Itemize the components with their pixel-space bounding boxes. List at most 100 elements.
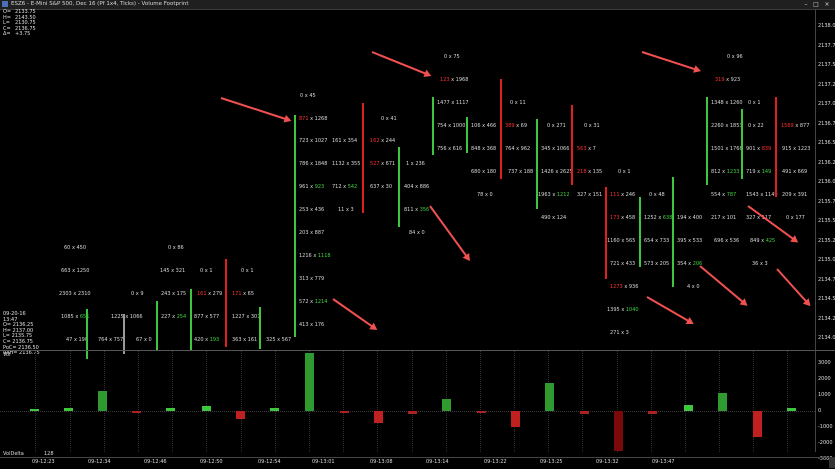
price-panel[interactable]: 60 x 450 0 x 86 663 x 1250 145 x 321 0 x 1 0 … — [0, 9, 815, 359]
footprint-bar — [225, 259, 227, 347]
footprint-value: 111 — [610, 192, 620, 198]
maximize-button[interactable]: □ — [813, 1, 819, 8]
footprint-value: x 458 — [619, 215, 636, 221]
ohlc-row: C= 2136.75 — [3, 25, 36, 33]
annotation-arrow — [429, 205, 470, 260]
footprint-cell: 171 x 65 — [232, 291, 254, 297]
annotation-arrow — [747, 205, 798, 243]
footprint-cell: 721 x 433 — [610, 261, 636, 267]
footprint-bar — [259, 307, 261, 349]
footprint-cell: 491 x 669 — [782, 169, 808, 175]
time-axis[interactable]: 09-12:23 09-12:34 09-12:46 09-12:50 09-12:54… — [0, 457, 835, 469]
volume-panel[interactable] — [0, 350, 815, 452]
footprint-value: 193 — [209, 337, 220, 343]
footprint-cell: 1501 x 1768 — [711, 146, 743, 152]
price-tick-label: 2135.00 — [818, 257, 835, 263]
footprint-cell: 0 x 9 — [131, 291, 144, 297]
footprint-cell: 389 x 69 — [505, 123, 527, 129]
footprint-cell: 162 x 244 — [370, 138, 395, 144]
footprint-value: 389 — [505, 123, 515, 129]
footprint-cell: 11 x 3 — [338, 207, 354, 213]
time-tick-label: 09-12:34 — [88, 459, 111, 465]
footprint-cell: 1216 x 1118 — [299, 253, 331, 259]
footprint-value: x 7 — [586, 146, 596, 152]
footprint-cell: 413 x 176 — [299, 322, 325, 328]
footprint-cell: 363 x 161 — [232, 337, 258, 343]
footprint-bar — [500, 79, 502, 179]
price-tick-label: 2135.50 — [818, 218, 835, 224]
footprint-bar — [190, 289, 192, 351]
horizontal-scrollbar[interactable] — [829, 457, 835, 468]
app-icon — [2, 1, 8, 7]
time-tick-label: 09-12:46 — [144, 459, 167, 465]
footprint-value: 712 x — [332, 184, 348, 190]
price-tick-label: 2137.00 — [818, 101, 835, 107]
footprint-value: 812 x — [711, 169, 727, 175]
footprint-cell: 0 x 48 — [649, 192, 665, 198]
footprint-value: x 877 — [793, 123, 810, 129]
volume-axis[interactable]: 3000 2000 1000 0 -1000 -2000 -3000 — [815, 350, 835, 462]
footprint-cell: 0 x 86 — [168, 245, 184, 251]
footprint-value: 764 x 962 — [505, 146, 531, 152]
footprint-cell: 243 x 175 — [161, 291, 187, 297]
footprint-value: 1085 x — [61, 314, 80, 320]
ohlc-key: H= — [3, 14, 11, 21]
footprint-value: 218 — [577, 169, 587, 175]
price-tick-label: 2137.75 — [818, 42, 835, 49]
price-axis[interactable]: 2138.00 2137.75 2137.50 2137.25 2137.00 2136.… — [815, 9, 835, 350]
footprint-cell: 327 x 151 — [577, 192, 603, 198]
footprint-value: 1214 — [314, 299, 328, 305]
footprint-value: 719 x — [746, 169, 762, 175]
volume-tick-label: 1000 — [818, 392, 831, 398]
footprint-cell: 78 x 0 — [477, 192, 493, 198]
footprint-bar — [605, 187, 607, 279]
volume-grid-line — [377, 351, 378, 452]
minimize-button[interactable]: – — [804, 1, 808, 8]
volume-bar — [202, 406, 211, 411]
footprint-value: 1040 — [625, 307, 639, 313]
time-tick-label: 09-13:25 — [540, 459, 563, 465]
volume-bar — [408, 411, 417, 414]
footprint-value: 1233 — [726, 169, 740, 175]
footprint-bar — [741, 109, 743, 179]
footprint-value: 1395 x — [607, 307, 626, 313]
footprint-cell: 123 x 1968 — [440, 77, 468, 83]
time-tick-label: 09-13:14 — [426, 459, 449, 465]
annotation-arrow — [646, 296, 693, 324]
footprint-cell: 319 x 923 — [715, 77, 740, 83]
footprint-value: 1963 x — [538, 192, 557, 198]
close-button[interactable]: × — [824, 1, 830, 8]
footprint-value: 1252 x — [644, 215, 663, 221]
window-title-bar: ESZ6 - E-Mini S&P 500, Dec 16 (Pf 1x4, T… — [0, 0, 835, 10]
footprint-cell: 573 x 205 — [644, 261, 670, 267]
footprint-value: 638 — [662, 215, 673, 221]
volume-bar — [753, 411, 762, 437]
volume-bar — [580, 411, 589, 414]
footprint-cell: 145 x 321 — [160, 268, 186, 274]
footprint-value: 1273 — [610, 284, 623, 290]
ohlc-row: O= 2133.75 — [3, 9, 36, 16]
footprint-cell: 756 x 616 — [437, 146, 463, 152]
footprint-cell: 1227 x 307 — [232, 314, 261, 320]
footprint-cell: 1252 x 638 — [644, 215, 672, 221]
volume-bar — [166, 408, 175, 411]
ohlc-readout: O= 2133.75 H= 2143.50 L= 2130.75 C= 2136.75 Δ= +3… — [3, 9, 36, 38]
footprint-cell: 737 x 188 — [508, 169, 534, 175]
footprint-cell: 0 x 177 — [786, 215, 805, 221]
footprint-cell: 0 x 1 — [748, 100, 761, 106]
footprint-value: 171 — [232, 291, 242, 297]
footprint-cell: 490 x 124 — [541, 215, 567, 221]
footprint-cell: 871 x 1268 — [299, 116, 327, 122]
price-tick-label: 2136.00 — [818, 179, 835, 185]
footprint-value: 527 — [370, 161, 380, 167]
price-tick-label: 2134.75 — [818, 276, 835, 283]
ohlc-key: C= — [3, 25, 11, 32]
footprint-cell: 527 x 671 — [370, 161, 395, 167]
footprint-cell: 901 x 839 — [746, 146, 771, 152]
footprint-bar — [536, 119, 538, 209]
volume-tick-label: -1000 — [818, 424, 833, 430]
footprint-value: x 246 — [619, 192, 636, 198]
volume-tick-label: 2000 — [818, 376, 831, 382]
time-tick-label: 09-13:08 — [370, 459, 393, 465]
footprint-cell: 811 x 356 — [404, 207, 429, 213]
